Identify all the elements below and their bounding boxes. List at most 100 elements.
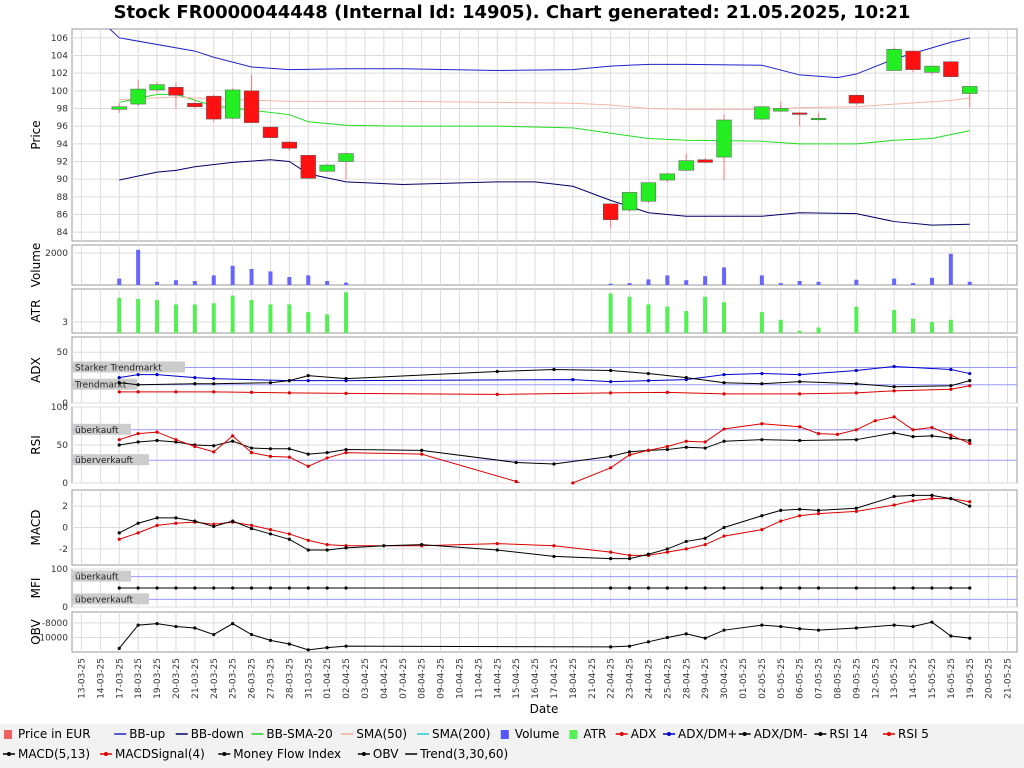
macd-point: [420, 543, 424, 547]
date-tick-label: 07-05-25: [815, 658, 825, 699]
atr-bar: [703, 296, 708, 333]
adx-dm-plus-point: [193, 376, 197, 380]
adx-dm-minus-point: [268, 381, 273, 385]
volume-bars: [117, 249, 972, 285]
panel-macd: -2 0 2 MACD: [29, 489, 1018, 566]
legend-item: Trend(3,30,60): [405, 747, 508, 761]
legend-item: SMA(50): [341, 727, 407, 741]
volume-bar: [722, 267, 727, 285]
obv-point: [344, 644, 348, 648]
price-tick-label: 90: [57, 175, 69, 185]
candle-body: [300, 155, 316, 179]
legend-marker: [7, 752, 11, 756]
adx-dm-minus-point: [798, 380, 802, 384]
macd-tick-label: 2: [62, 502, 68, 512]
obv-tick-label: -10000: [36, 633, 68, 643]
adx-dm-plus-point: [571, 378, 575, 382]
rsi14-point: [760, 438, 764, 442]
sma50-line: [119, 96, 970, 110]
adx-dm-plus-point: [117, 376, 121, 380]
legend-item: Money Flow Index: [218, 747, 341, 761]
mfi-point: [798, 586, 802, 590]
adx-point: [495, 392, 499, 396]
rsi5-point: [571, 481, 575, 485]
adx-point: [609, 391, 613, 395]
rsi14-point: [684, 445, 688, 449]
panel-price: 84 86 88 90 92 94 96 98 100 102 104 106 Price: [29, 28, 1018, 242]
obv-point: [325, 646, 329, 650]
atr-bar: [929, 322, 934, 333]
macd-point: [193, 519, 197, 523]
rsi5-point: [306, 464, 310, 468]
macd-point: [816, 508, 821, 512]
macd-point: [798, 507, 802, 511]
macd-point: [325, 548, 329, 552]
rsi-zone-label: überverkauft: [75, 456, 134, 466]
mfi-point: [646, 586, 651, 590]
volume-bar: [287, 277, 292, 285]
date-tick-label: 28-04-25: [682, 658, 692, 699]
adx-point: [174, 390, 178, 394]
obv-point: [193, 626, 197, 630]
date-tick-label: 13-03-25: [77, 658, 87, 699]
date-tick-label: 27-03-25: [266, 658, 276, 699]
macd-signal-point: [760, 528, 764, 532]
date-tick-label: 19-03-25: [153, 658, 163, 699]
candle-body: [754, 106, 770, 120]
legend-label: BB-down: [191, 727, 244, 741]
candle-body: [621, 192, 638, 211]
adx-dm-plus-series: [117, 364, 972, 384]
macd-point: [930, 493, 934, 497]
price-tick-label: 88: [57, 193, 69, 203]
volume-bar: [627, 283, 632, 285]
macd-point: [703, 536, 707, 540]
rsi5-point: [325, 456, 329, 460]
legend-item: OBV: [357, 747, 399, 761]
candle-body: [678, 160, 694, 171]
volume-bar: [325, 281, 330, 285]
macd-signal-point: [174, 521, 178, 525]
legend-marker: [667, 732, 671, 736]
atr-bar: [816, 327, 821, 333]
date-tick-label: 05-05-25: [777, 658, 787, 699]
legend-item: ATR: [569, 727, 606, 741]
rsi5-point: [816, 432, 821, 436]
atr-bar: [797, 330, 802, 333]
date-tick-label: 01-05-25: [739, 658, 749, 699]
legend-label: ADX/DM-: [754, 727, 808, 741]
volume-bar: [797, 281, 802, 285]
atr-bar: [778, 319, 783, 333]
rsi5-point: [949, 433, 953, 437]
volume-bar: [911, 283, 916, 285]
legend-label: SMA(50): [356, 727, 407, 741]
legend-label: OBV: [373, 747, 399, 761]
rsi14-point: [930, 434, 934, 438]
macd-point: [646, 552, 651, 556]
atr-bar: [684, 311, 689, 333]
macd-signal-point: [798, 514, 802, 518]
date-tick-label: 21-03-25: [191, 658, 201, 699]
mfi-point: [193, 586, 197, 590]
adx-dm-plus-point: [136, 372, 140, 377]
volume-bar: [948, 253, 953, 285]
indicator-panels: 8486889092949698100102104106Price2000Vol…: [29, 28, 1018, 653]
candle-body: [716, 119, 732, 158]
mfi-point: [117, 586, 121, 590]
adx-dm-plus-point: [892, 364, 896, 369]
date-tick-label: 08-05-25: [833, 658, 843, 699]
rsi-tick-label: 0: [62, 479, 68, 489]
volume-bar: [778, 283, 783, 285]
macd-point: [684, 539, 688, 544]
rsi5-point: [892, 415, 896, 419]
legend-label: Price in EUR: [18, 727, 91, 741]
rsi5-point: [968, 441, 972, 446]
date-tick-label: 02-04-25: [342, 658, 352, 699]
legend-swatch: [569, 730, 578, 739]
adx-dm-plus-point: [968, 371, 972, 376]
rsi14-point: [325, 451, 329, 455]
legend-label: SMA(200): [432, 727, 490, 741]
adx-dm-minus-point: [344, 377, 348, 381]
obv-point: [174, 624, 178, 629]
volume-bar: [230, 265, 235, 285]
